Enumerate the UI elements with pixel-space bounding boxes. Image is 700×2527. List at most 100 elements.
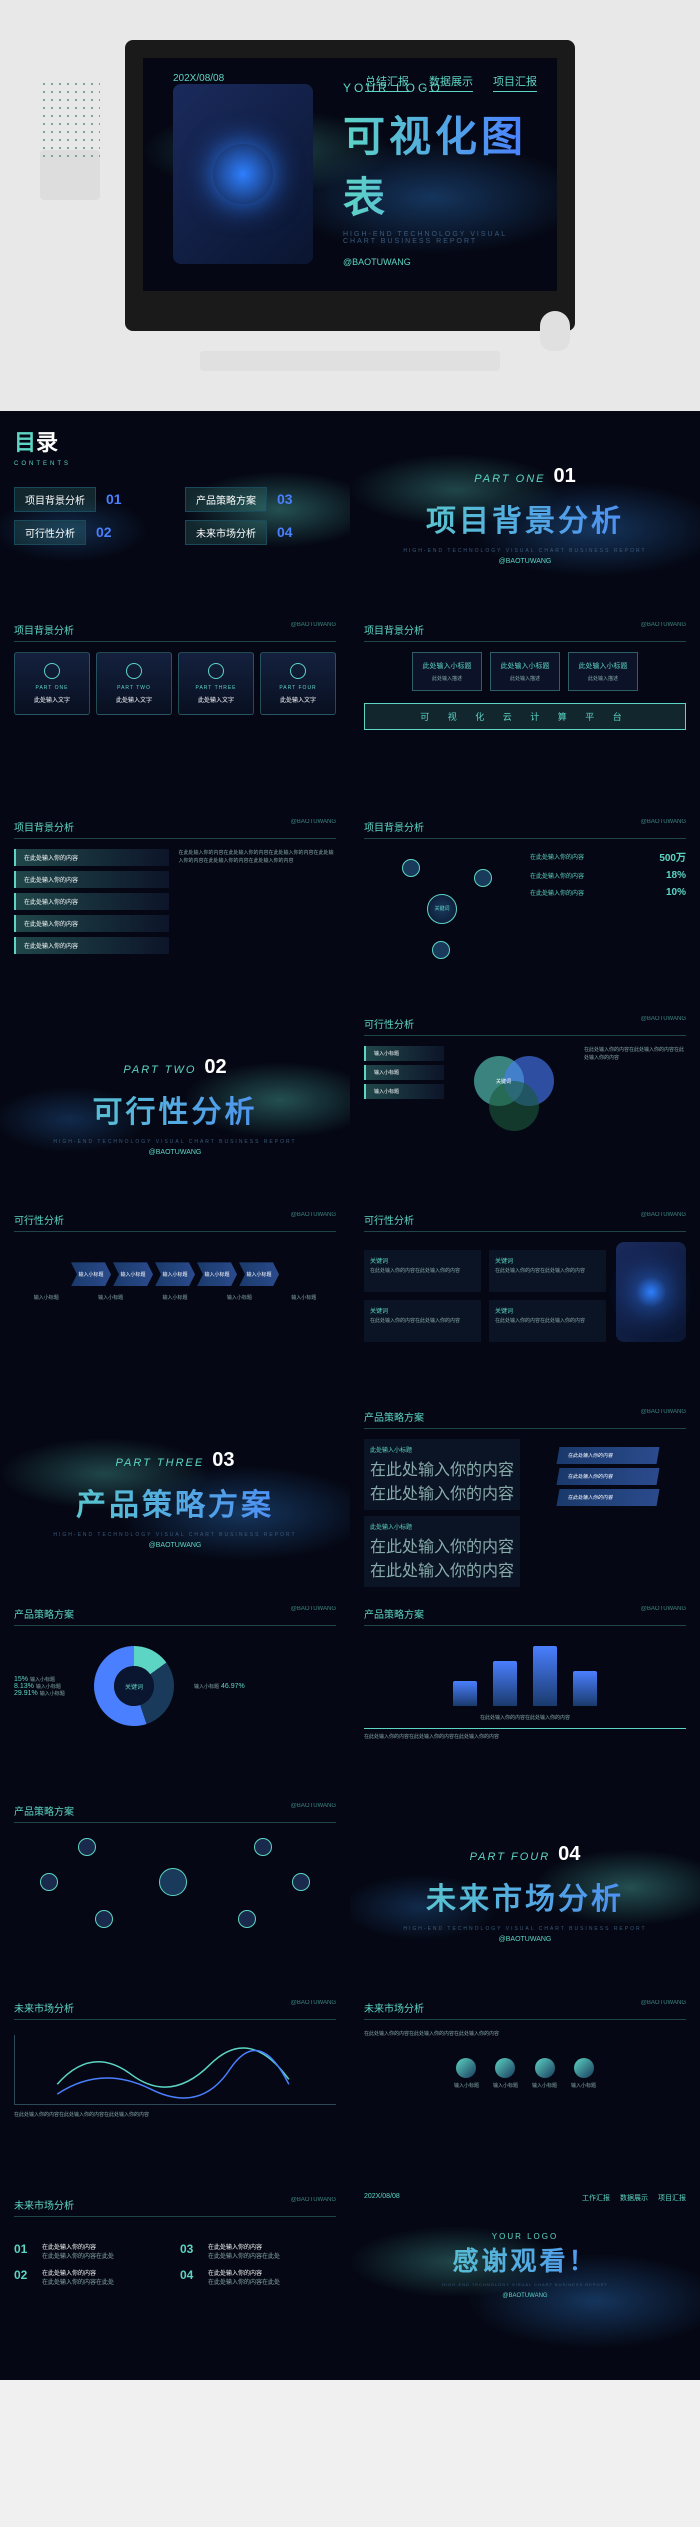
- toc-subtitle: CONTENTS: [14, 461, 336, 467]
- bar: [453, 1681, 477, 1706]
- network-node: [254, 1838, 272, 1856]
- bar-item: 在此处输入你的内容: [14, 871, 169, 888]
- arrow-step: 输入小标题: [113, 1262, 153, 1286]
- slide-numbered: 未来市场分析@BAOTUWANG 01在此处输入你的内容在此处输入你的内容在此处…: [0, 2183, 350, 2380]
- diagram-center: 关键词: [427, 894, 457, 924]
- slide-title: 未来市场分析: [14, 2000, 74, 2015]
- venn-desc: 在此处输入你的内容在此处输入你的内容在此处输入你的内容: [584, 1046, 686, 1126]
- arrow-step: 输入小标题: [239, 1262, 279, 1286]
- slide-title: 项目背景分析: [14, 622, 74, 637]
- info-card: 此处输入小标题此处输入描述: [490, 652, 560, 691]
- nav-item[interactable]: 数据展示: [429, 73, 473, 92]
- slide-title: 产品策略方案: [364, 1409, 424, 1424]
- icon-item: 输入小标题: [532, 2058, 557, 2089]
- nav-item[interactable]: 项目汇报: [493, 73, 537, 92]
- final-slide: 202X/08/08 工作汇报 数据展示 项目汇报 YOUR LOGO 感谢观看…: [350, 2183, 700, 2380]
- toc-slide: 目录 CONTENTS 项目背景分析01 产品策略方案03 可行性分析02 未来…: [0, 411, 350, 608]
- nav-item[interactable]: 总结汇报: [365, 73, 409, 92]
- platform-banner: 可 视 化 云 计 算 平 台: [364, 703, 686, 730]
- line-chart: [14, 2035, 336, 2105]
- pct-label: 29.91% 输入小标题: [14, 1690, 74, 1697]
- bar-caption2: 在此处输入你的内容在此处输入你的内容在此处输入你的内容: [364, 1728, 686, 1741]
- num-item: 03在此处输入你的内容在此处输入你的内容在此处: [180, 2242, 336, 2260]
- arrow-label: 输入小标题: [227, 1294, 252, 1301]
- slide-title: 产品策略方案: [14, 1803, 74, 1818]
- toc-item[interactable]: 可行性分析02: [14, 520, 165, 545]
- slide-title: 产品策略方案: [364, 1606, 424, 1621]
- icons-desc: 在此处输入你的内容在此处输入你的内容在此处输入你的内容: [364, 2030, 686, 2038]
- num-item: 01在此处输入你的内容在此处输入你的内容在此处: [14, 2242, 170, 2260]
- section-handle: @BAOTUWANG: [364, 558, 686, 565]
- network-node: [95, 1910, 113, 1928]
- num-item: 02在此处输入你的内容在此处输入你的内容在此处: [14, 2268, 170, 2286]
- final-logo: YOUR LOGO: [364, 2232, 686, 2241]
- slide-venn: 可行性分析@BAOTUWANG 输入小标题 输入小标题 输入小标题 关键词 在此…: [350, 1002, 700, 1199]
- slide-network: 产品策略方案@BAOTUWANG: [0, 1789, 350, 1986]
- globe-icon: [44, 663, 60, 679]
- pct-label: 15% 输入小标题: [14, 1676, 74, 1683]
- arrow-step: 输入小标题: [71, 1262, 111, 1286]
- feature-card: PART FOUR此处输入文字: [260, 652, 336, 715]
- hero-title: 可视化图表: [343, 103, 527, 225]
- donut-chart: 关键词: [94, 1646, 174, 1726]
- toc-item[interactable]: 产品策略方案03: [185, 487, 336, 512]
- slide-icons: 未来市场分析@BAOTUWANG 在此处输入你的内容在此处输入你的内容在此处输入…: [350, 1986, 700, 2183]
- bar: [493, 1661, 517, 1706]
- bar: [573, 1671, 597, 1706]
- feature-icon: [535, 2058, 555, 2078]
- bar-item: 在此处输入你的内容: [14, 915, 169, 932]
- slide-handle: @BAOTUWANG: [291, 622, 336, 637]
- phone-graphic: [616, 1242, 686, 1342]
- section-num: 01: [553, 465, 575, 487]
- section-name: 可行性分析: [14, 1087, 336, 1131]
- diagram-node: [402, 859, 420, 877]
- network-node: [40, 1873, 58, 1891]
- grid-cell: 关键词在此处输入你的内容在此处输入你的内容: [489, 1250, 606, 1292]
- arrow-label: 输入小标题: [98, 1294, 123, 1301]
- stat-row: 在此处输入你的内容18%: [530, 870, 686, 881]
- slide-title: 项目背景分析: [14, 819, 74, 834]
- grid-cell: 关键词在此处输入你的内容在此处输入你的内容: [489, 1300, 606, 1342]
- slide-circle-stats: 项目背景分析@BAOTUWANG 关键词 在此处输入你的内容500万 在此处输入…: [350, 805, 700, 1002]
- slide-barlist: 项目背景分析@BAOTUWANG 在此处输入你的内容 在此处输入你的内容 在此处…: [0, 805, 350, 1002]
- hero-handle: @BAOTUWANG: [343, 257, 527, 267]
- bar-chart: [364, 1646, 686, 1706]
- desc-text: 在此处输入你的内容在此处输入你的内容在此处输入你的内容在此处输入你的内容在此处输…: [179, 849, 336, 954]
- slide-title: 可行性分析: [364, 1016, 414, 1031]
- arrow-label: 输入小标题: [34, 1294, 59, 1301]
- slide-title: 产品策略方案: [14, 1606, 74, 1621]
- network-diagram: [14, 1833, 336, 1933]
- feature-icon: [495, 2058, 515, 2078]
- slide-3cards-banner: 项目背景分析@BAOTUWANG 此处输入小标题此处输入描述 此处输入小标题此处…: [350, 608, 700, 805]
- slide-title: 可行性分析: [14, 1212, 64, 1227]
- network-node: [78, 1838, 96, 1856]
- toc-item[interactable]: 未来市场分析04: [185, 520, 336, 545]
- slide-title: 项目背景分析: [364, 622, 424, 637]
- feature-card: PART THREE此处输入文字: [178, 652, 254, 715]
- mouse: [540, 311, 570, 351]
- grid-cell: 关键词在此处输入你的内容在此处输入你的内容: [364, 1300, 481, 1342]
- cloud-icon: [126, 663, 142, 679]
- hero-graphic: [173, 84, 313, 264]
- toc-title: 目录: [14, 425, 336, 457]
- pct-label: 8.13% 输入小标题: [14, 1683, 74, 1690]
- venn-label: 输入小标题: [364, 1084, 444, 1099]
- diagram-node: [432, 941, 450, 959]
- slide-arrows: 可行性分析@BAOTUWANG 输入小标题 输入小标题 输入小标题 输入小标题 …: [0, 1198, 350, 1395]
- section-part: PART ONE: [474, 473, 545, 485]
- toc-item[interactable]: 项目背景分析01: [14, 487, 165, 512]
- final-handle: @BAOTUWANG: [364, 2293, 686, 2299]
- side-card: 此处输入小标题在此处输入你的内容在此处输入你的内容: [364, 1439, 520, 1510]
- grid-cell: 关键词在此处输入你的内容在此处输入你的内容: [364, 1250, 481, 1292]
- hero-subtitle: HIGH-END TECHNOLOGY VISUAL CHART BUSINES…: [343, 231, 527, 245]
- section-4-divider: PART FOUR04 未来市场分析 HIGH-END TECHNOLOGY V…: [350, 1789, 700, 1986]
- network-node: [292, 1873, 310, 1891]
- icon-item: 输入小标题: [493, 2058, 518, 2089]
- bar: [533, 1646, 557, 1706]
- bar-item: 在此处输入你的内容: [14, 937, 169, 954]
- arrow-step: 输入小标题: [155, 1262, 195, 1286]
- section-name: 产品策略方案: [14, 1480, 336, 1524]
- diagram-node: [474, 869, 492, 887]
- slide-phone-grid: 可行性分析@BAOTUWANG 关键词在此处输入你的内容在此处输入你的内容 关键…: [350, 1198, 700, 1395]
- section-1-divider: PART ONE01 项目背景分析 HIGH-END TECHNOLOGY VI…: [350, 411, 700, 608]
